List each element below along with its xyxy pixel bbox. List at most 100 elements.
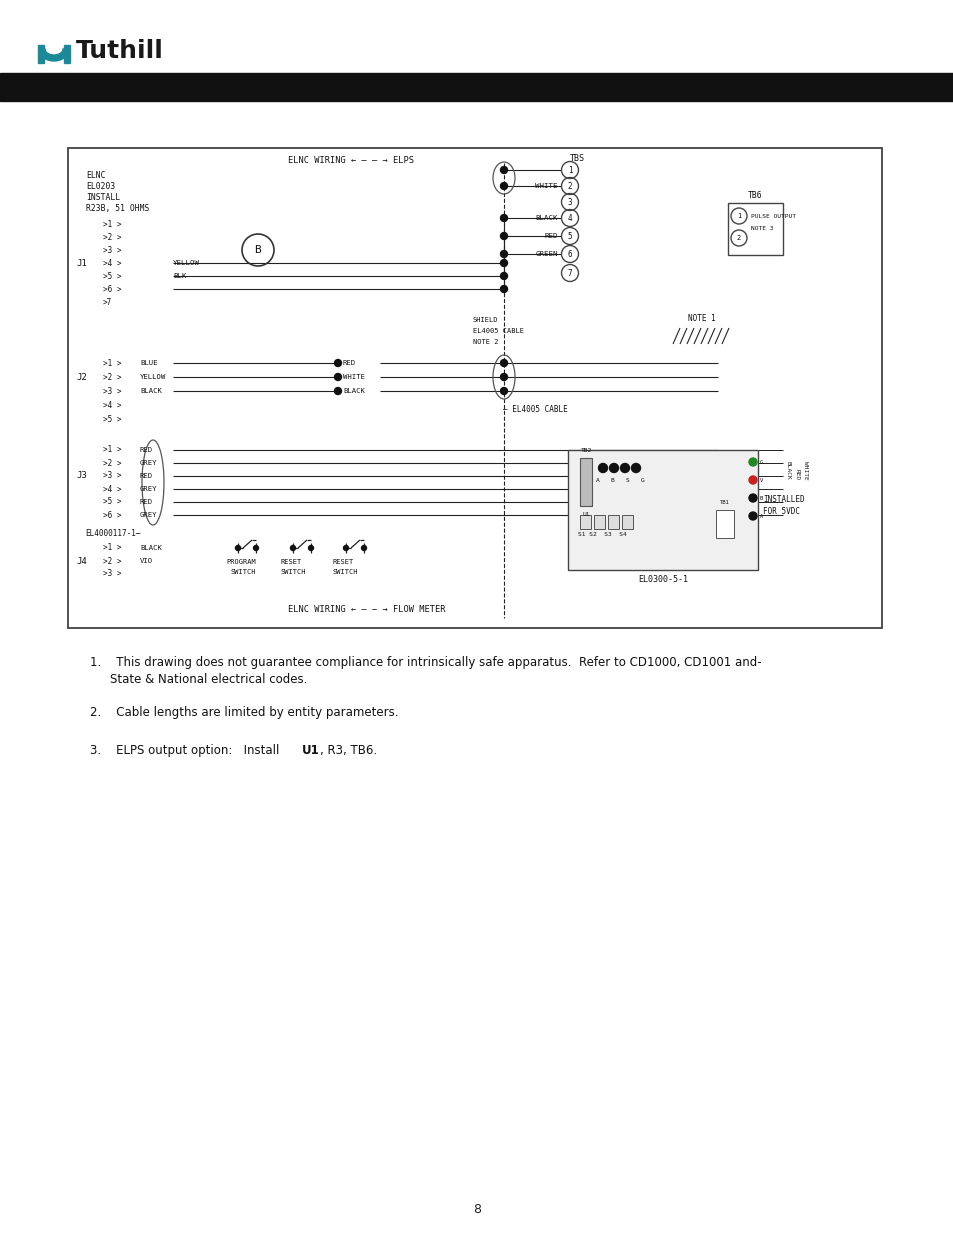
Text: J4: J4 [76,557,87,566]
Circle shape [619,463,629,473]
Text: BLACK: BLACK [535,215,558,221]
Text: State & National electrical codes.: State & National electrical codes. [110,673,307,685]
Text: J1: J1 [76,258,87,268]
Bar [594,515,604,529]
Text: G: G [760,459,762,464]
Circle shape [500,273,507,279]
Text: Tuthill: Tuthill [76,40,164,63]
Bar [727,203,782,254]
Text: RESET: RESET [333,559,354,564]
Text: 2: 2 [567,182,572,190]
Text: BLK: BLK [172,273,186,279]
Text: WHITE: WHITE [802,461,807,480]
Text: ELNC WIRING ← — − → FLOW METER: ELNC WIRING ← — − → FLOW METER [288,605,445,615]
Text: RESET: RESET [281,559,302,564]
Text: RED: RED [544,233,558,240]
Text: 8: 8 [473,1203,480,1216]
Text: J2: J2 [76,373,87,382]
Circle shape [235,546,240,551]
Text: >3 >: >3 > [103,246,121,254]
Text: >3 >: >3 > [103,387,121,395]
Text: B: B [760,495,762,500]
Text: TB1: TB1 [720,500,729,505]
Bar [716,510,733,538]
Text: >2 >: >2 > [103,373,121,382]
Text: BLACK: BLACK [343,388,364,394]
Circle shape [500,251,507,258]
Text: R23B, 51 OHMS: R23B, 51 OHMS [86,204,150,212]
Text: GREEN: GREEN [535,251,558,257]
Text: NOTE 2: NOTE 2 [473,338,498,345]
Text: EL4005 CABLE: EL4005 CABLE [473,329,523,333]
Text: RED: RED [140,499,153,505]
Text: 1.    This drawing does not guarantee compliance for intrinsically safe apparatu: 1. This drawing does not guarantee compl… [90,656,760,669]
Circle shape [500,259,507,267]
Text: ELNC WIRING ← — — → ELPS: ELNC WIRING ← — — → ELPS [288,156,414,164]
Text: >6 >: >6 > [103,510,121,520]
Text: 4: 4 [567,214,572,222]
Text: EL0300-5-1: EL0300-5-1 [638,576,687,584]
Circle shape [500,215,507,221]
Circle shape [748,494,757,501]
Text: PULSE OUTPUT: PULSE OUTPUT [750,214,795,219]
Text: >2 >: >2 > [103,458,121,468]
Text: U1: U1 [302,743,319,757]
Bar [38,44,44,63]
Text: 3: 3 [567,198,572,206]
Text: SWITCH: SWITCH [333,569,358,576]
Text: YELLOW: YELLOW [140,374,166,380]
Circle shape [748,475,757,484]
Text: SHIELD: SHIELD [473,317,498,324]
Text: NOTE 1: NOTE 1 [687,314,715,322]
Text: 1: 1 [567,165,572,174]
Text: >4 >: >4 > [103,400,121,410]
Text: >4 >: >4 > [103,484,121,494]
Circle shape [500,359,507,367]
Text: 2: 2 [736,235,740,241]
Text: A   B   S   G: A B S G [596,478,644,483]
Circle shape [335,373,341,380]
Circle shape [500,373,507,380]
Circle shape [748,513,757,520]
Text: INSTALLED: INSTALLED [762,495,803,505]
Text: VIO: VIO [140,558,153,564]
Text: TB2: TB2 [579,448,591,453]
Text: PROGRAM: PROGRAM [226,559,255,564]
Circle shape [335,388,341,394]
Circle shape [361,546,366,551]
Text: >3 >: >3 > [103,472,121,480]
Text: A: A [760,514,762,519]
Bar [567,450,758,571]
Text: — EL4005 CABLE: — EL4005 CABLE [502,405,567,415]
Text: J3: J3 [76,472,87,480]
Text: >5 >: >5 > [103,272,121,280]
Text: >4 >: >4 > [103,258,121,268]
Text: ELNC: ELNC [86,170,106,179]
Circle shape [609,463,618,473]
Text: S1 S2  S3  S4: S1 S2 S3 S4 [578,532,626,537]
Text: >7: >7 [103,298,112,306]
Text: GREY: GREY [140,513,157,517]
Text: 7: 7 [567,268,572,278]
Text: FOR 5VDC: FOR 5VDC [762,508,800,516]
Circle shape [343,546,348,551]
Bar [68,148,882,629]
Text: SWITCH: SWITCH [231,569,256,576]
Text: EL0203: EL0203 [86,182,115,190]
Text: GREY: GREY [140,487,157,492]
Text: WHITE: WHITE [343,374,364,380]
Text: RED: RED [794,469,799,480]
Text: >5 >: >5 > [103,498,121,506]
Text: WHITE: WHITE [535,183,558,189]
Text: V: V [760,478,762,483]
Text: >1 >: >1 > [103,543,121,552]
Text: NOTE 3: NOTE 3 [750,226,773,231]
Text: 2.    Cable lengths are limited by entity parameters.: 2. Cable lengths are limited by entity p… [90,706,398,719]
Text: BLACK: BLACK [784,461,790,480]
Circle shape [335,359,341,367]
Text: 3.    ELPS output option:   Install: 3. ELPS output option: Install [90,743,283,757]
Text: >2 >: >2 > [103,557,121,566]
Text: RED: RED [140,447,153,453]
Bar [579,458,592,506]
Text: EL4000117-1—: EL4000117-1— [85,529,140,537]
